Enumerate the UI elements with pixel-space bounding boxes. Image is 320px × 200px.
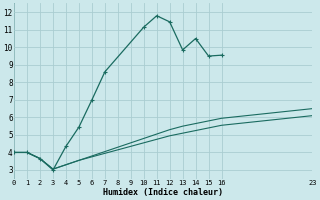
X-axis label: Humidex (Indice chaleur): Humidex (Indice chaleur) — [103, 188, 223, 197]
